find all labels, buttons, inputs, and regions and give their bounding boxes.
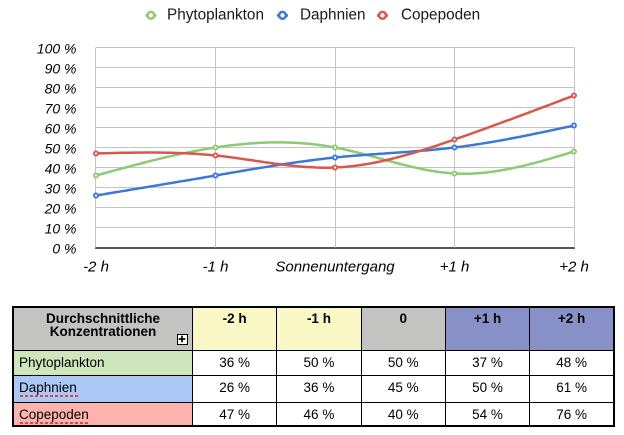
svg-text:Daphnien: Daphnien xyxy=(300,6,366,23)
svg-text:Phytoplankton: Phytoplankton xyxy=(167,6,264,23)
svg-text:30 %: 30 % xyxy=(45,181,77,197)
svg-text:20 %: 20 % xyxy=(44,201,77,217)
svg-text:40 %: 40 % xyxy=(45,161,77,177)
svg-text:80 %: 80 % xyxy=(45,81,77,97)
svg-text:70 %: 70 % xyxy=(45,101,77,117)
svg-text:+2 h: +2 h xyxy=(559,259,589,276)
svg-text:60 %: 60 % xyxy=(45,121,77,137)
svg-text:100 %: 100 % xyxy=(37,41,77,57)
svg-text:10 %: 10 % xyxy=(45,221,77,237)
svg-text:50 %: 50 % xyxy=(45,141,77,157)
svg-text:0 %: 0 % xyxy=(52,241,76,257)
svg-text:Sonnenuntergang: Sonnenuntergang xyxy=(275,259,395,276)
svg-text:-2 h: -2 h xyxy=(83,259,109,276)
svg-text:Copepoden: Copepoden xyxy=(401,6,480,23)
svg-text:-1 h: -1 h xyxy=(203,259,229,276)
svg-text:90 %: 90 % xyxy=(45,61,77,77)
svg-text:+1 h: +1 h xyxy=(440,259,470,276)
